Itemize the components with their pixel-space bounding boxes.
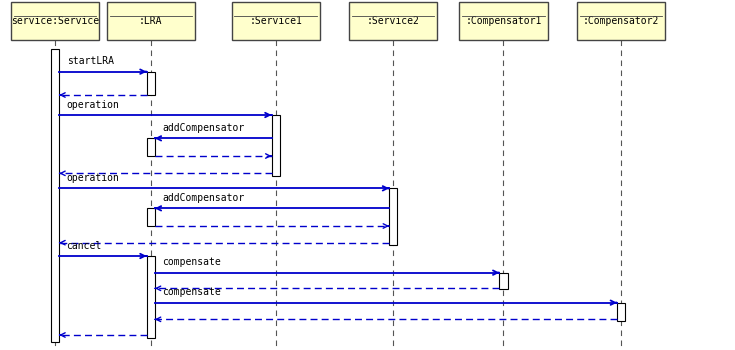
Text: compensate: compensate bbox=[162, 287, 220, 298]
Bar bbox=[11, 2, 99, 40]
Bar bbox=[271, 115, 279, 176]
Text: addCompensator: addCompensator bbox=[162, 123, 244, 133]
Text: :Compensator2: :Compensator2 bbox=[583, 16, 659, 26]
Bar bbox=[51, 49, 59, 342]
Bar bbox=[617, 303, 625, 321]
Bar bbox=[349, 2, 437, 40]
Text: :Compensator1: :Compensator1 bbox=[465, 16, 542, 26]
Bar bbox=[146, 256, 154, 338]
Bar bbox=[500, 273, 507, 289]
Bar bbox=[232, 2, 320, 40]
Text: :Service2: :Service2 bbox=[367, 16, 420, 26]
Bar bbox=[577, 2, 665, 40]
Text: cancel: cancel bbox=[66, 241, 101, 251]
Bar bbox=[107, 2, 195, 40]
Text: addCompensator: addCompensator bbox=[162, 193, 244, 203]
Bar bbox=[146, 138, 154, 156]
Text: startLRA: startLRA bbox=[66, 56, 113, 66]
Text: :LRA: :LRA bbox=[139, 16, 162, 26]
Bar bbox=[146, 72, 154, 95]
Bar bbox=[390, 188, 397, 245]
Text: compensate: compensate bbox=[162, 257, 220, 267]
Text: service:Service: service:Service bbox=[11, 16, 99, 26]
Bar bbox=[459, 2, 548, 40]
Text: operation: operation bbox=[66, 100, 119, 110]
Text: :Service1: :Service1 bbox=[249, 16, 302, 26]
Bar bbox=[146, 208, 154, 226]
Text: operation: operation bbox=[66, 173, 119, 183]
